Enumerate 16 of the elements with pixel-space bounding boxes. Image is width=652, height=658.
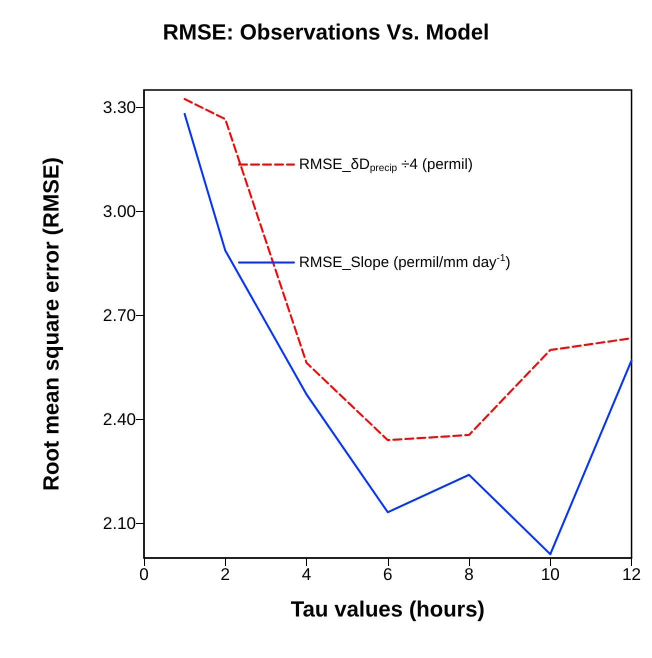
y-tick-label: 3.30 [102, 98, 136, 117]
y-axis-title: Root mean square error (RMSE) [38, 157, 64, 491]
x-tick-label: 6 [383, 565, 393, 584]
y-tick-label: 2.10 [102, 514, 136, 533]
y-tick-label: 2.40 [102, 410, 136, 429]
y-tick-label: 2.70 [102, 306, 136, 325]
x-tick-label: 4 [302, 565, 312, 584]
line-series [184, 112, 633, 556]
x-axis-title: Tau values (hours) [290, 596, 485, 622]
chart-title: RMSE: Observations Vs. Model [162, 20, 490, 44]
y-tick-label: 3.00 [102, 202, 136, 221]
x-tick-label: 0 [139, 565, 149, 584]
x-tick-label: 2 [220, 565, 230, 584]
x-tick-label: 10 [540, 565, 560, 584]
x-tick-label: 8 [464, 565, 474, 584]
x-tick-label: 12 [622, 565, 642, 584]
